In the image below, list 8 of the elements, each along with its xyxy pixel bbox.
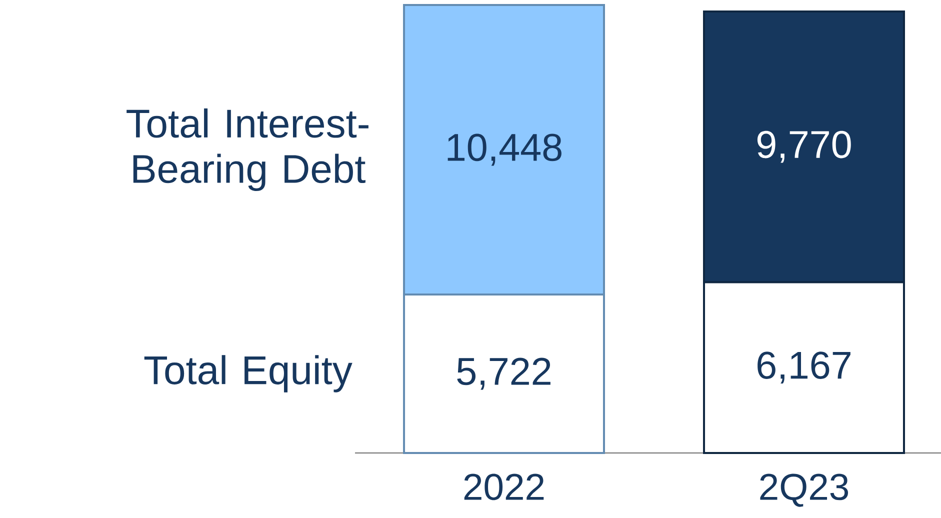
series-label: Total Equity: [144, 355, 352, 392]
data-label: 9,770: [757, 130, 851, 163]
x-tick-label: 2022: [464, 474, 544, 500]
data-label: 10,448: [448, 134, 562, 166]
data-label: 6,167: [758, 352, 850, 384]
series-label: Total Interest-Bearing Debt: [126, 108, 368, 192]
x-tick-label: 2Q23: [760, 474, 848, 507]
data-label: 5,722: [457, 358, 550, 390]
